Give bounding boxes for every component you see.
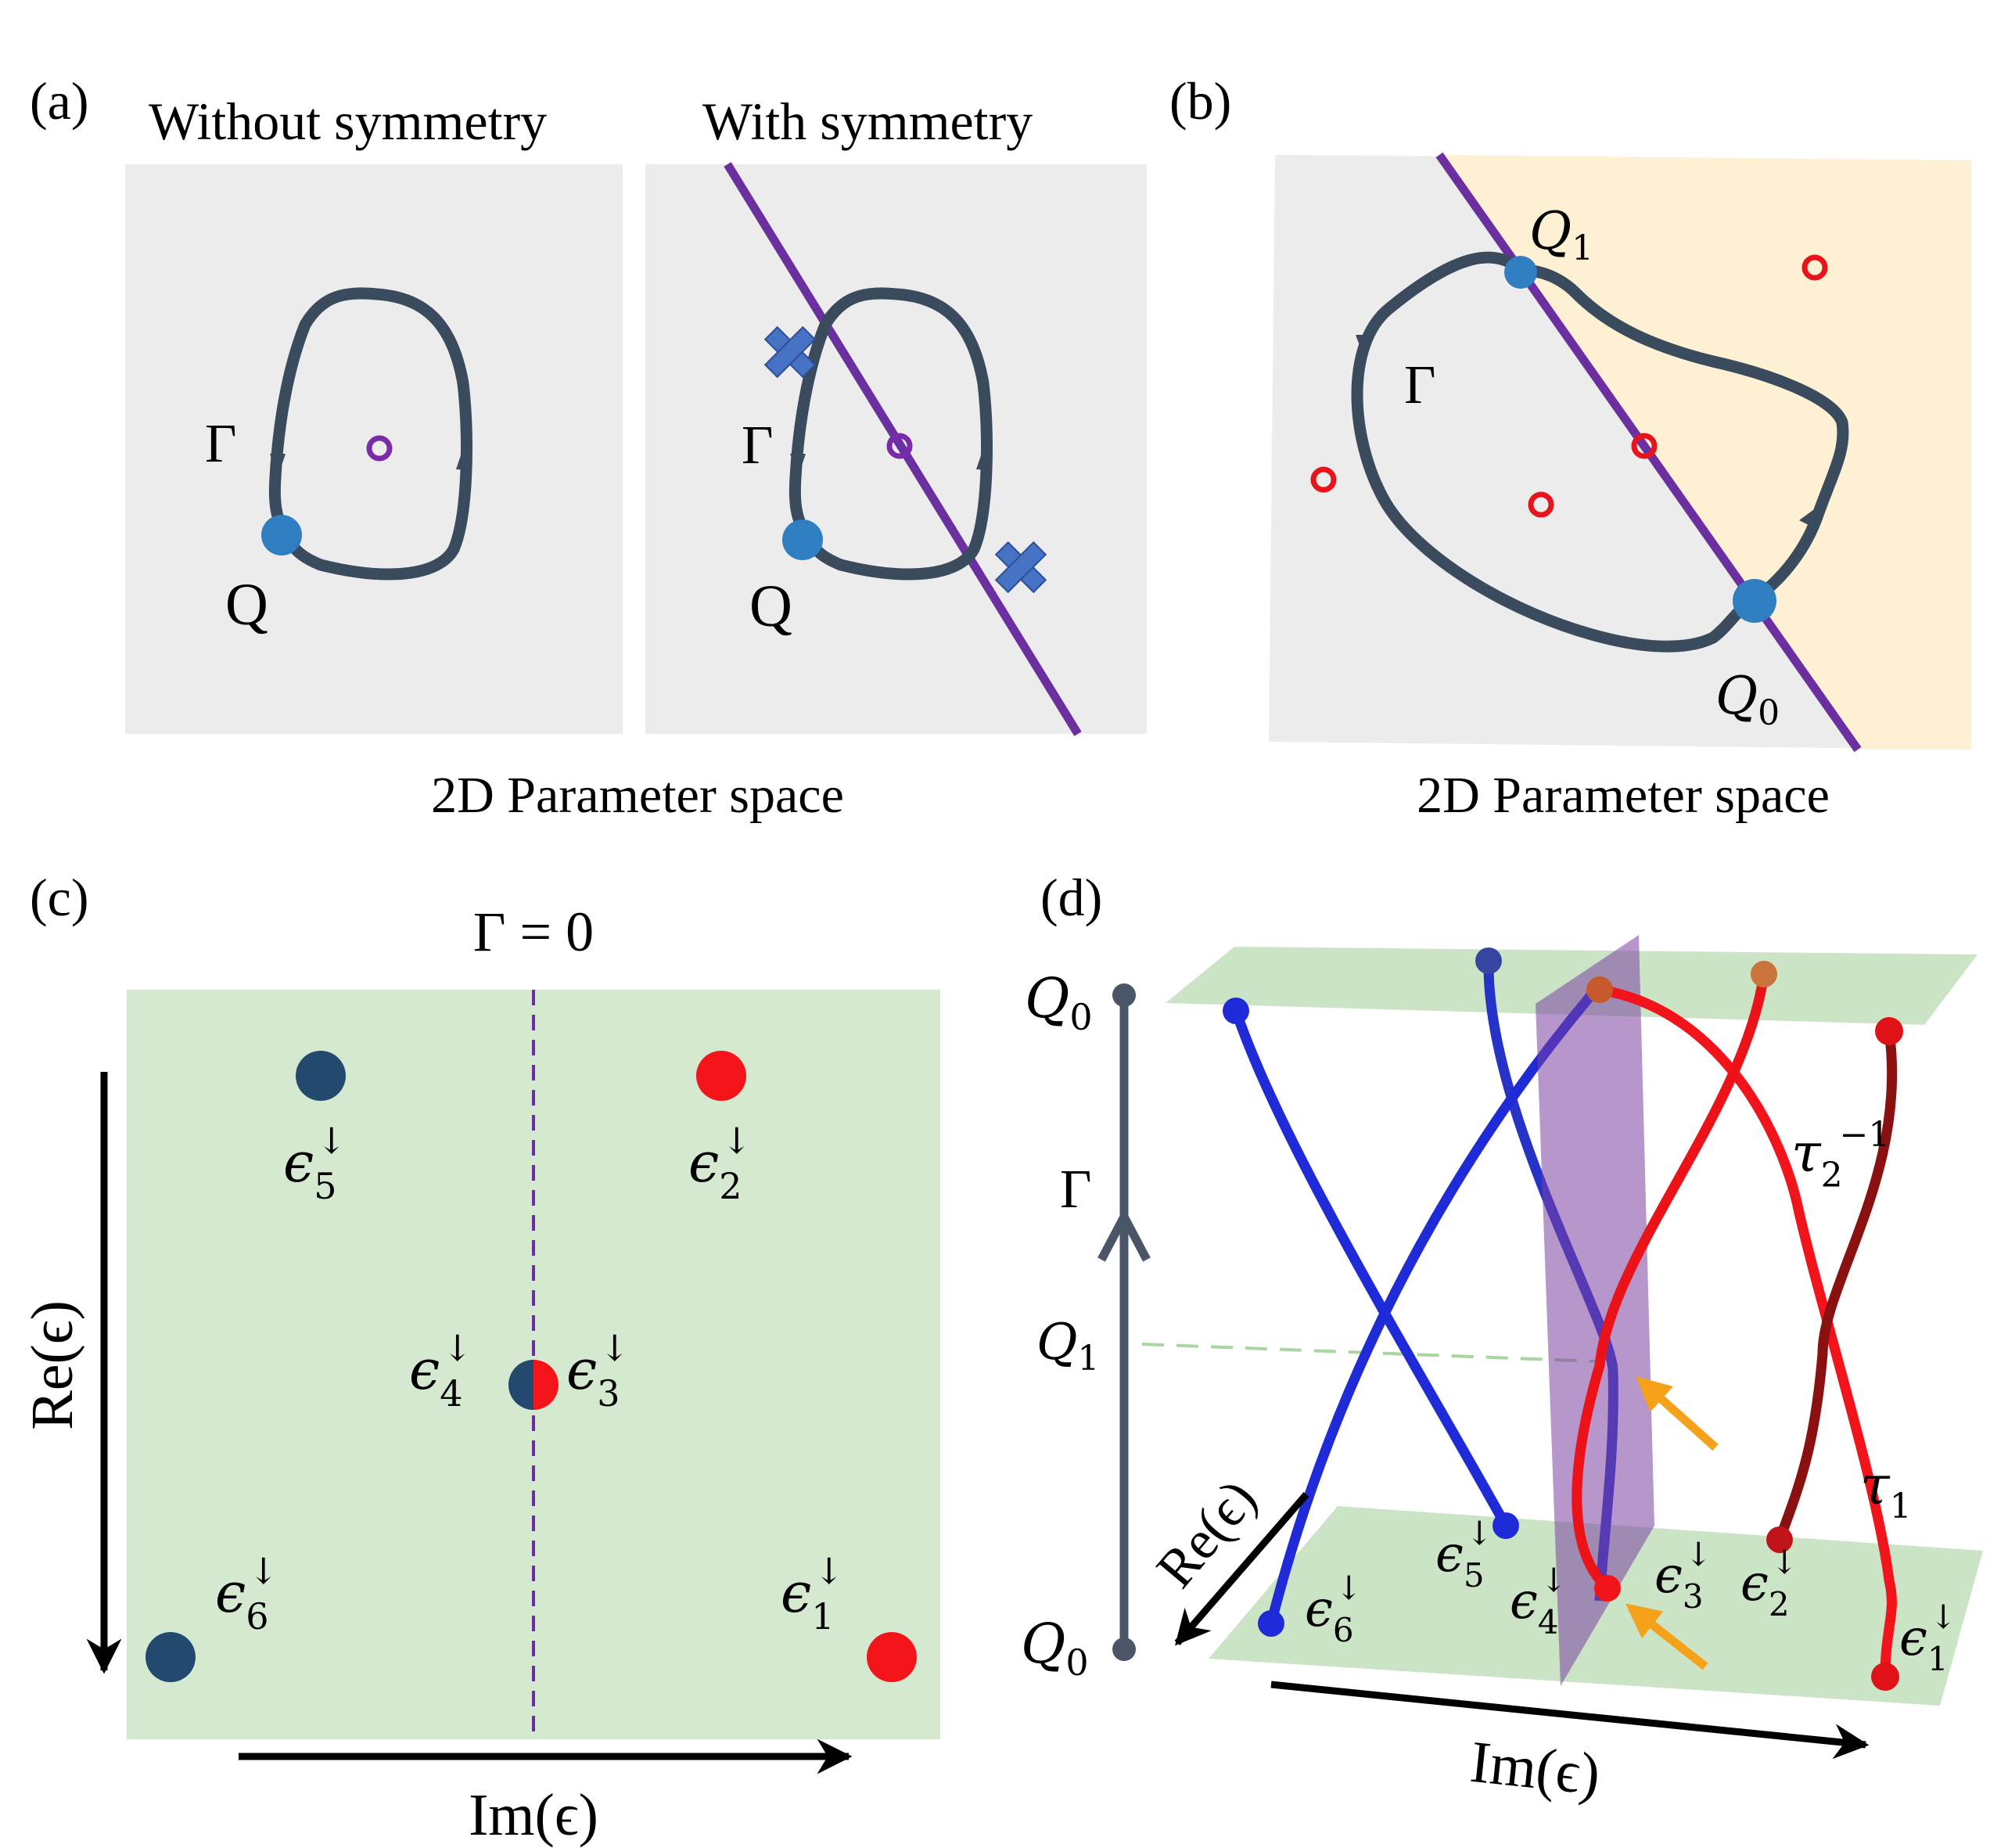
bead-red-1: [1871, 1663, 1899, 1691]
q-label-right: Q: [749, 573, 792, 639]
eigenvalue-6-dot: [145, 1632, 196, 1682]
loop-gamma-b: [1351, 251, 1849, 653]
d-eigen-label-2: ϵ2↓: [1740, 1543, 1798, 1623]
d-eigen-label-4: ϵ4↓: [1510, 1561, 1568, 1641]
gamma-label-left: Γ: [205, 414, 236, 474]
panel-b-label: (b): [1169, 71, 1231, 131]
d-eigen-label-6: ϵ6↓: [1305, 1569, 1363, 1649]
base-point-q-right: [782, 520, 823, 560]
eigenvalue-5-dot: [296, 1051, 346, 1101]
re-axis-label-d: Re(ϵ): [1145, 1469, 1268, 1598]
strand-blue-6-to-5: [1230, 1008, 1510, 1529]
re-axis-arrow-d: [1174, 1492, 1309, 1646]
im-axis-label-c: Im(ϵ): [469, 1782, 598, 1848]
bead-top-orange: [1751, 961, 1777, 987]
symmetry-sheet-d: [1536, 935, 1654, 1686]
strand-darkred-to-2: [1774, 1030, 1898, 1542]
bead-blue-6: [1258, 1610, 1284, 1637]
axis-endpoint-bottom: [1112, 1638, 1136, 1661]
axis-direction-chevron: [1097, 1207, 1151, 1262]
q0-top-label: Q0: [1025, 966, 1093, 1038]
cross-marker-upper: [763, 325, 817, 379]
parameter-space-box-right: [645, 164, 1147, 734]
tau2-inverse-label: τ2−1: [1791, 1115, 1891, 1195]
eigen-label-3: ϵ3↓: [566, 1327, 630, 1415]
panel-a-left-title: Without symmetry: [149, 92, 547, 151]
bead-blue-5: [1493, 1512, 1519, 1539]
bead-red-2: [1766, 1526, 1793, 1553]
loop-arrow-b-right: [1799, 503, 1823, 529]
eigen-label-1: ϵ1↓: [781, 1550, 844, 1638]
loop-gamma-right: [788, 287, 993, 581]
q1-label-d: Q1: [1036, 1314, 1099, 1379]
exceptional-point-marker-right: [886, 433, 913, 459]
panel-b-caption: 2D Parameter space: [1417, 767, 1830, 824]
loop-arrow-b-left: [1356, 335, 1374, 360]
panel-d: (d) Q0 Γ Q1 Q0: [1021, 868, 1983, 1808]
panel-d-label: (d): [1040, 868, 1102, 927]
symmetric-half-region: [1439, 155, 1971, 750]
eigen-label-6: ϵ6↓: [215, 1550, 278, 1638]
base-point-q-left: [261, 515, 302, 555]
ep-marker-2: [1631, 433, 1658, 459]
ep-marker-4: [1310, 466, 1337, 493]
gamma-label-d: Γ: [1060, 1159, 1091, 1220]
d-eigen-label-3: ϵ3↓: [1654, 1535, 1712, 1616]
bead-red-3: [1594, 1575, 1621, 1602]
bead-red-top-right: [1875, 1017, 1903, 1045]
panel-c: (c) Γ = 0 ϵ5↓ ϵ2↓ ϵ4↓ ϵ3↓ ϵ6↓ ϵ1↓ Re(ϵ) …: [20, 868, 940, 1848]
panel-a: (a) Without symmetry With symmetry Γ Q Γ…: [30, 71, 1147, 824]
panel-a-right-title: With symmetry: [702, 92, 1033, 151]
q0-label: Q0: [1715, 666, 1780, 733]
gamma-label-b: Γ: [1404, 355, 1435, 415]
eigenvalue-1-dot: [867, 1632, 917, 1682]
parameter-space-box-left: [125, 164, 623, 734]
loop-gamma-left: [268, 287, 472, 581]
symmetry-line-a: [724, 162, 1082, 736]
q1-label: Q1: [1529, 201, 1593, 268]
eigenvalue-3-4-degenerate-dot: [508, 1360, 559, 1410]
exceptional-point-marker-left: [366, 435, 393, 462]
orange-arrow-lower: [1625, 1603, 1708, 1670]
loop-arrow-up-left: [456, 446, 472, 469]
eigenvalue-2-dot: [696, 1051, 746, 1101]
ep-marker-1: [1801, 254, 1828, 281]
eigen-label-2: ϵ2↓: [688, 1120, 752, 1207]
tau1-label: τ1: [1860, 1455, 1912, 1526]
im-axis-label-d: Im(ϵ): [1467, 1729, 1604, 1808]
panel-a-caption: 2D Parameter space: [431, 767, 844, 824]
point-q1: [1504, 256, 1537, 289]
re-axis-label-c: Re(ϵ): [20, 1300, 85, 1430]
d-eigen-label-5: ϵ5↓: [1435, 1514, 1493, 1595]
q0-bottom-label: Q0: [1021, 1612, 1089, 1684]
strand-red-top-to-3: [1572, 973, 1769, 1592]
axis-endpoint-top: [1112, 983, 1136, 1007]
point-q0: [1733, 579, 1776, 623]
panel-a-label: (a): [30, 71, 88, 131]
gamma-label-right: Γ: [742, 415, 773, 476]
panel-b: (b) Γ Q1 Q0 2D Parameter space: [1169, 71, 1971, 824]
loop-arrow-down-right: [790, 454, 806, 477]
loop-arrow-up-right: [976, 446, 992, 469]
bead-top-shared: [1586, 976, 1613, 1003]
d-eigen-label-1: ϵ1↓: [1899, 1598, 1957, 1678]
loop-arrow-down-left: [270, 454, 286, 477]
cross-marker-lower: [994, 541, 1047, 594]
q-label-left: Q: [225, 572, 268, 638]
bead-blue-top-left: [1223, 998, 1249, 1024]
panel-c-label: (c): [30, 868, 88, 927]
eigen-label-5: ϵ5↓: [283, 1120, 347, 1207]
eigen-label-4: ϵ4↓: [409, 1327, 472, 1415]
orange-arrow-upper: [1636, 1376, 1719, 1451]
ep-marker-3: [1528, 491, 1554, 518]
im-axis-arrow-d: [1270, 1681, 1870, 1760]
panel-c-title: Γ = 0: [473, 901, 594, 963]
bead-blue-top-mid: [1475, 947, 1502, 974]
